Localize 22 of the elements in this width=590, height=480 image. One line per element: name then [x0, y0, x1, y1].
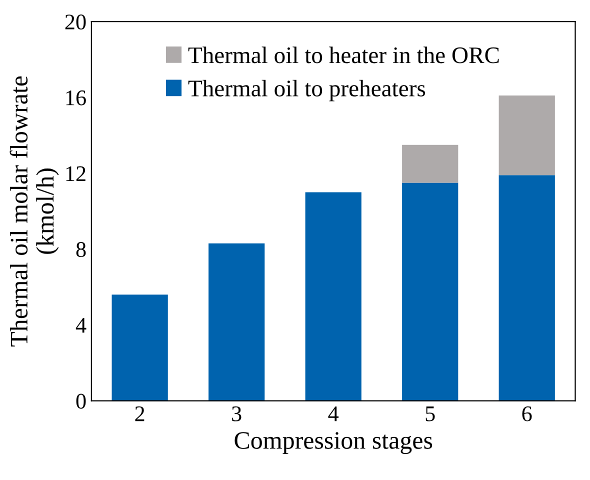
legend-label: Thermal oil to heater in the ORC	[188, 46, 499, 64]
bar	[498, 96, 555, 176]
x-tick-label: 3	[232, 406, 242, 422]
y-tick-label: 16	[66, 90, 86, 106]
y-tick-label: 20	[65, 14, 86, 30]
x-tick-label: 4	[328, 406, 339, 422]
x-tick-label: 5	[426, 406, 435, 422]
x-tick-label: 2	[135, 406, 144, 422]
x-tick-label: 6	[522, 406, 532, 422]
y-tick-label: 12	[66, 166, 86, 181]
y-tick-label: 4	[76, 318, 86, 333]
y-axis-title: Thermal oil molar flowrate (kmol/h)	[10, 76, 59, 346]
legend-label: Thermal oil to preheaters	[188, 80, 426, 102]
bar	[305, 192, 362, 401]
y-tick-label: 8	[76, 242, 86, 258]
bar	[112, 294, 168, 401]
bar	[208, 243, 265, 401]
bar	[498, 175, 555, 401]
bar	[402, 182, 458, 401]
x-axis-title: Compression stages	[234, 432, 432, 454]
y-tick-label: 0	[76, 394, 86, 409]
bar	[402, 144, 458, 183]
